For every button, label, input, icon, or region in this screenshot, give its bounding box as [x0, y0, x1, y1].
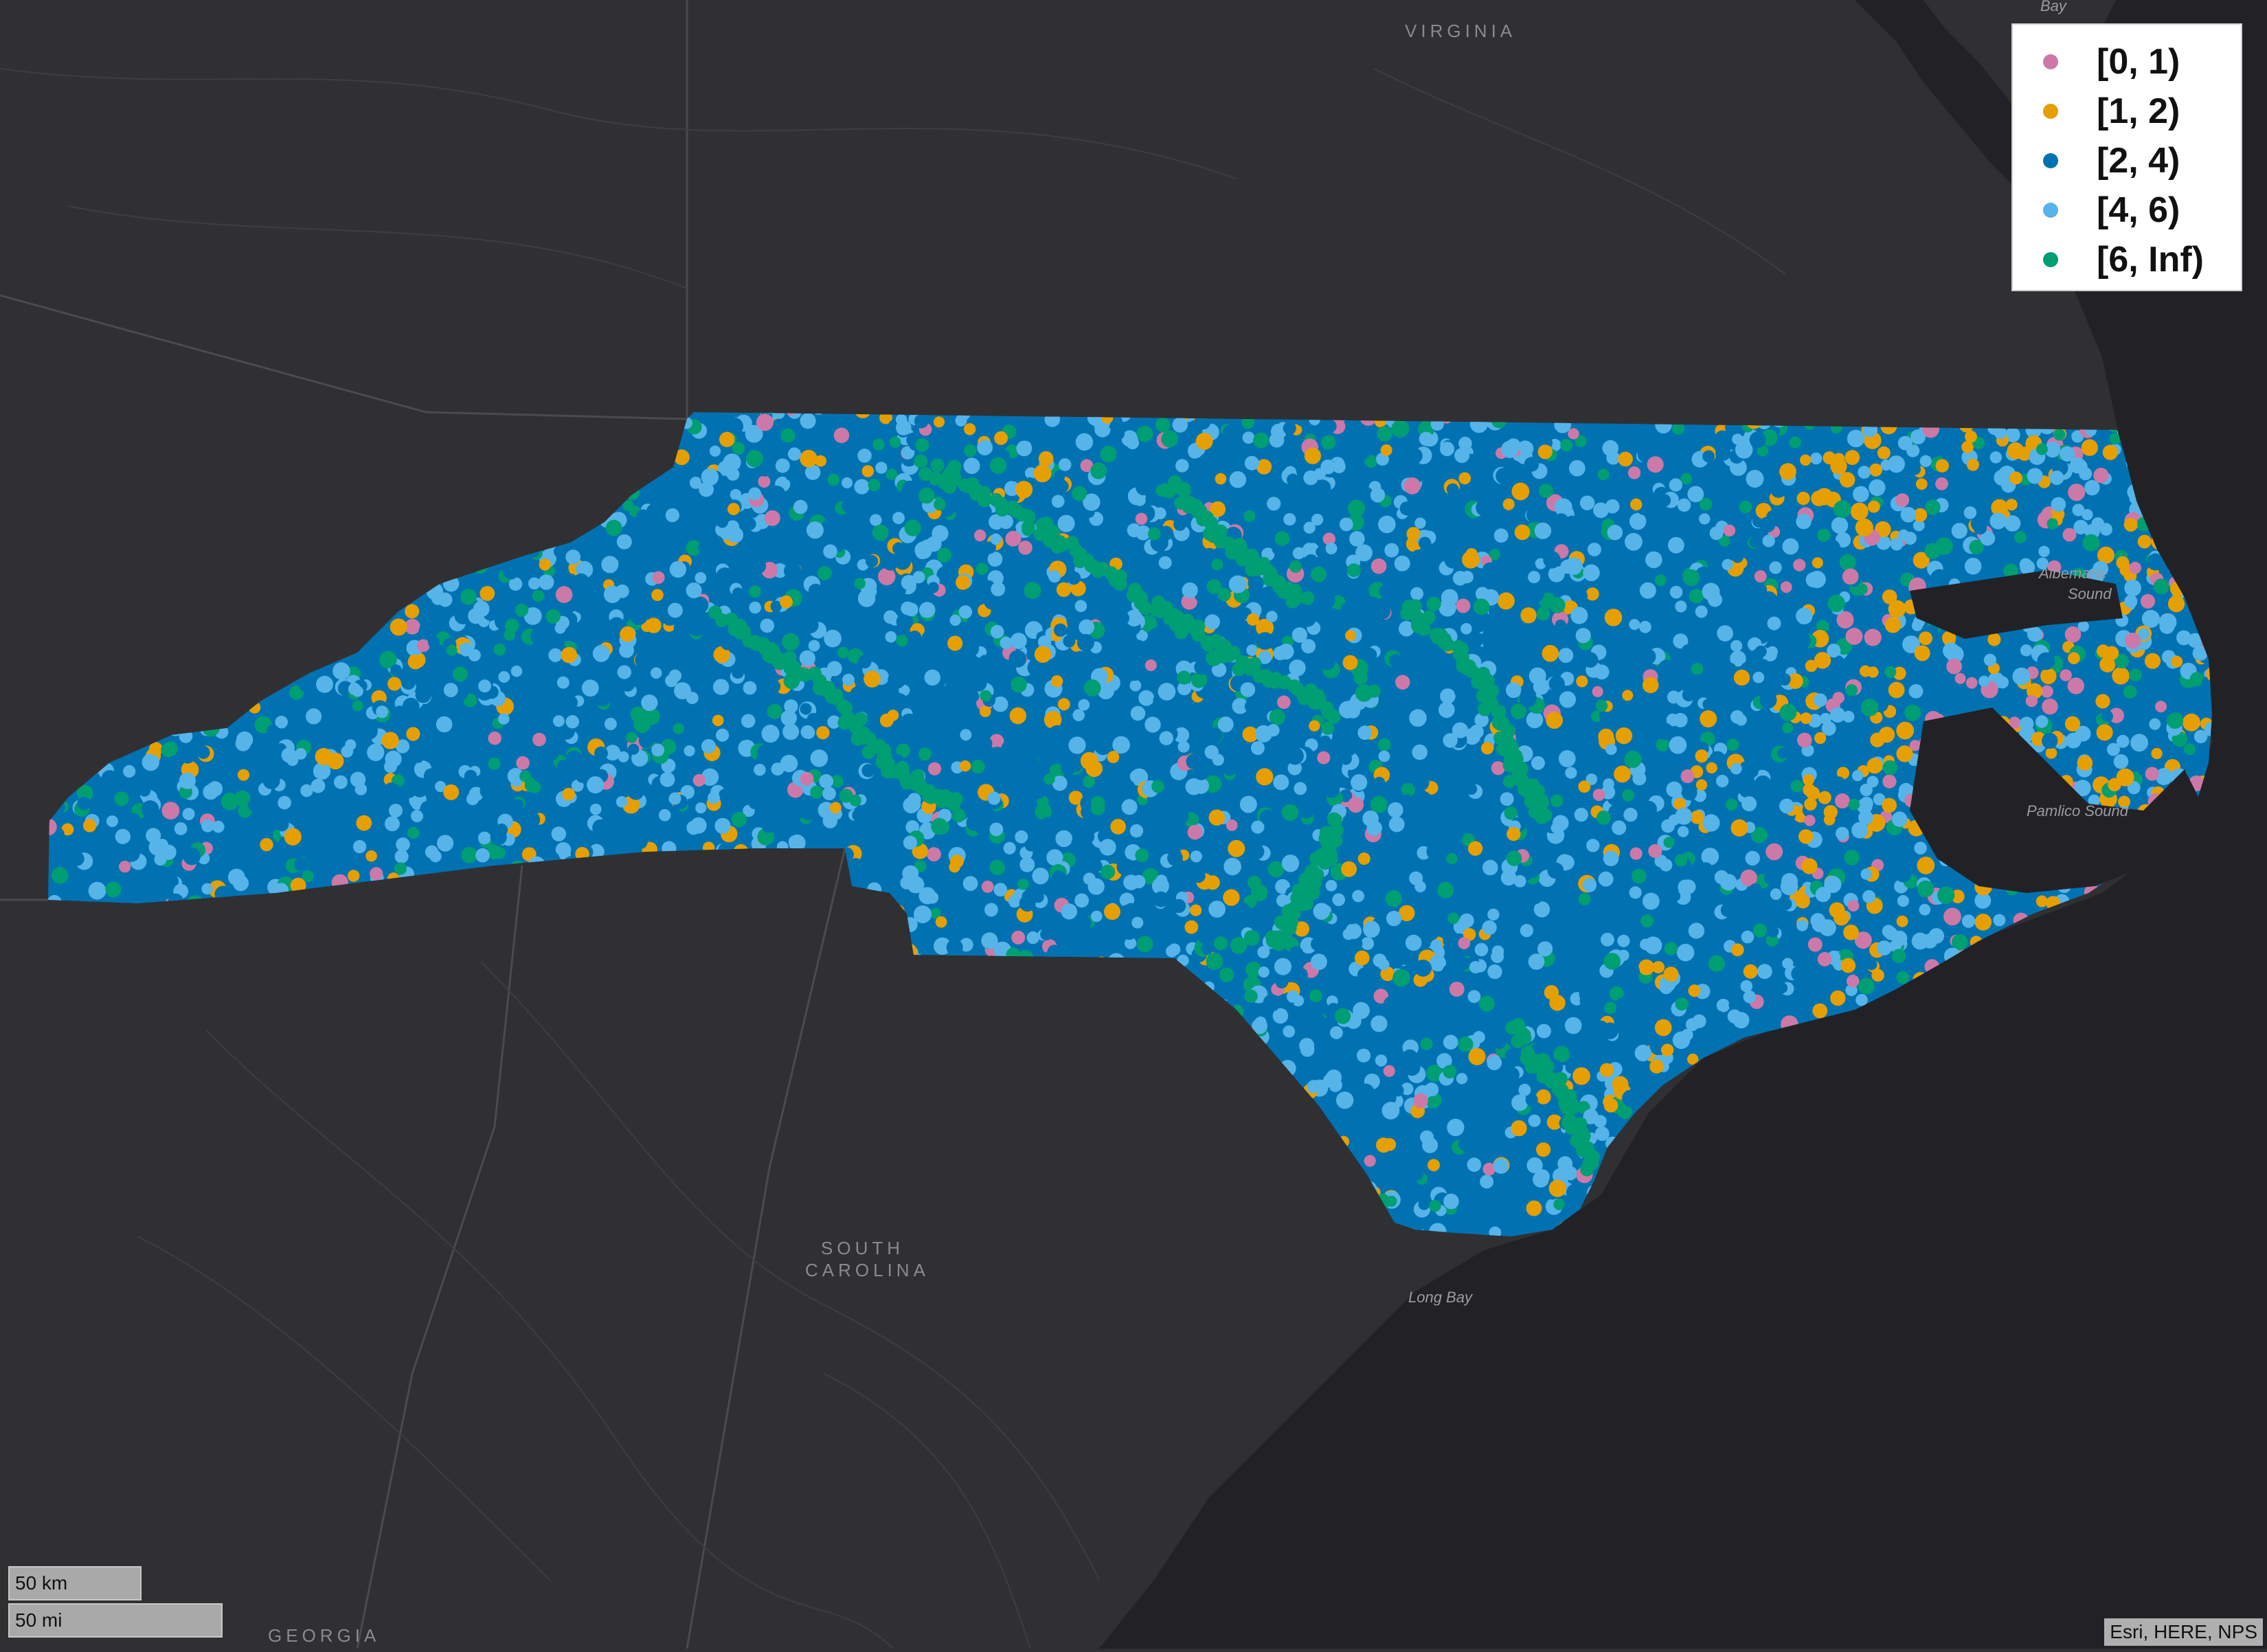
label-virginia: VIRGINIA [1405, 21, 1516, 41]
legend-item-1-2: [1, 2) [2013, 87, 2241, 136]
attribution: Esri, HERE, NPS [2104, 1618, 2263, 1646]
legend-item-0-1: [0, 1) [2013, 37, 2241, 87]
legend-label: [0, 1) [2097, 41, 2180, 82]
legend-label: [4, 6) [2097, 190, 2180, 231]
scale-bar-mi: 50 mi [8, 1603, 223, 1638]
label-albemarle-sound-1: Albemarle [2038, 565, 2107, 582]
legend-item-2-4: [2, 4) [2013, 136, 2241, 185]
legend-dot-icon [2043, 153, 2058, 168]
legend-item-4-6: [4, 6) [2013, 185, 2241, 235]
legend-label: [2, 4) [2097, 140, 2180, 181]
legend-label: [6, Inf) [2097, 239, 2204, 280]
label-long-bay: Long Bay [1408, 1289, 1474, 1306]
label-pamlico-sound: Pamlico Sound [2027, 802, 2129, 819]
legend-dot-icon [2043, 54, 2058, 69]
legend-item-6-inf: [6, Inf) [2013, 235, 2241, 284]
label-south-carolina-1: SOUTH [821, 1238, 904, 1258]
label-albemarle-sound-2: Sound [2068, 585, 2112, 602]
label-south-carolina-2: CAROLINA [805, 1260, 929, 1280]
legend: [0, 1) [1, 2) [2, 4) [4, 6) [6, Inf) [2011, 23, 2242, 291]
legend-dot-icon [2043, 203, 2058, 218]
legend-dot-icon [2043, 252, 2058, 267]
legend-label: [1, 2) [2097, 91, 2180, 132]
scale-bar-km: 50 km [8, 1566, 142, 1600]
legend-dot-icon [2043, 104, 2058, 119]
label-georgia: GEORGIA [268, 1625, 380, 1646]
label-bay: Bay [2040, 0, 2068, 14]
